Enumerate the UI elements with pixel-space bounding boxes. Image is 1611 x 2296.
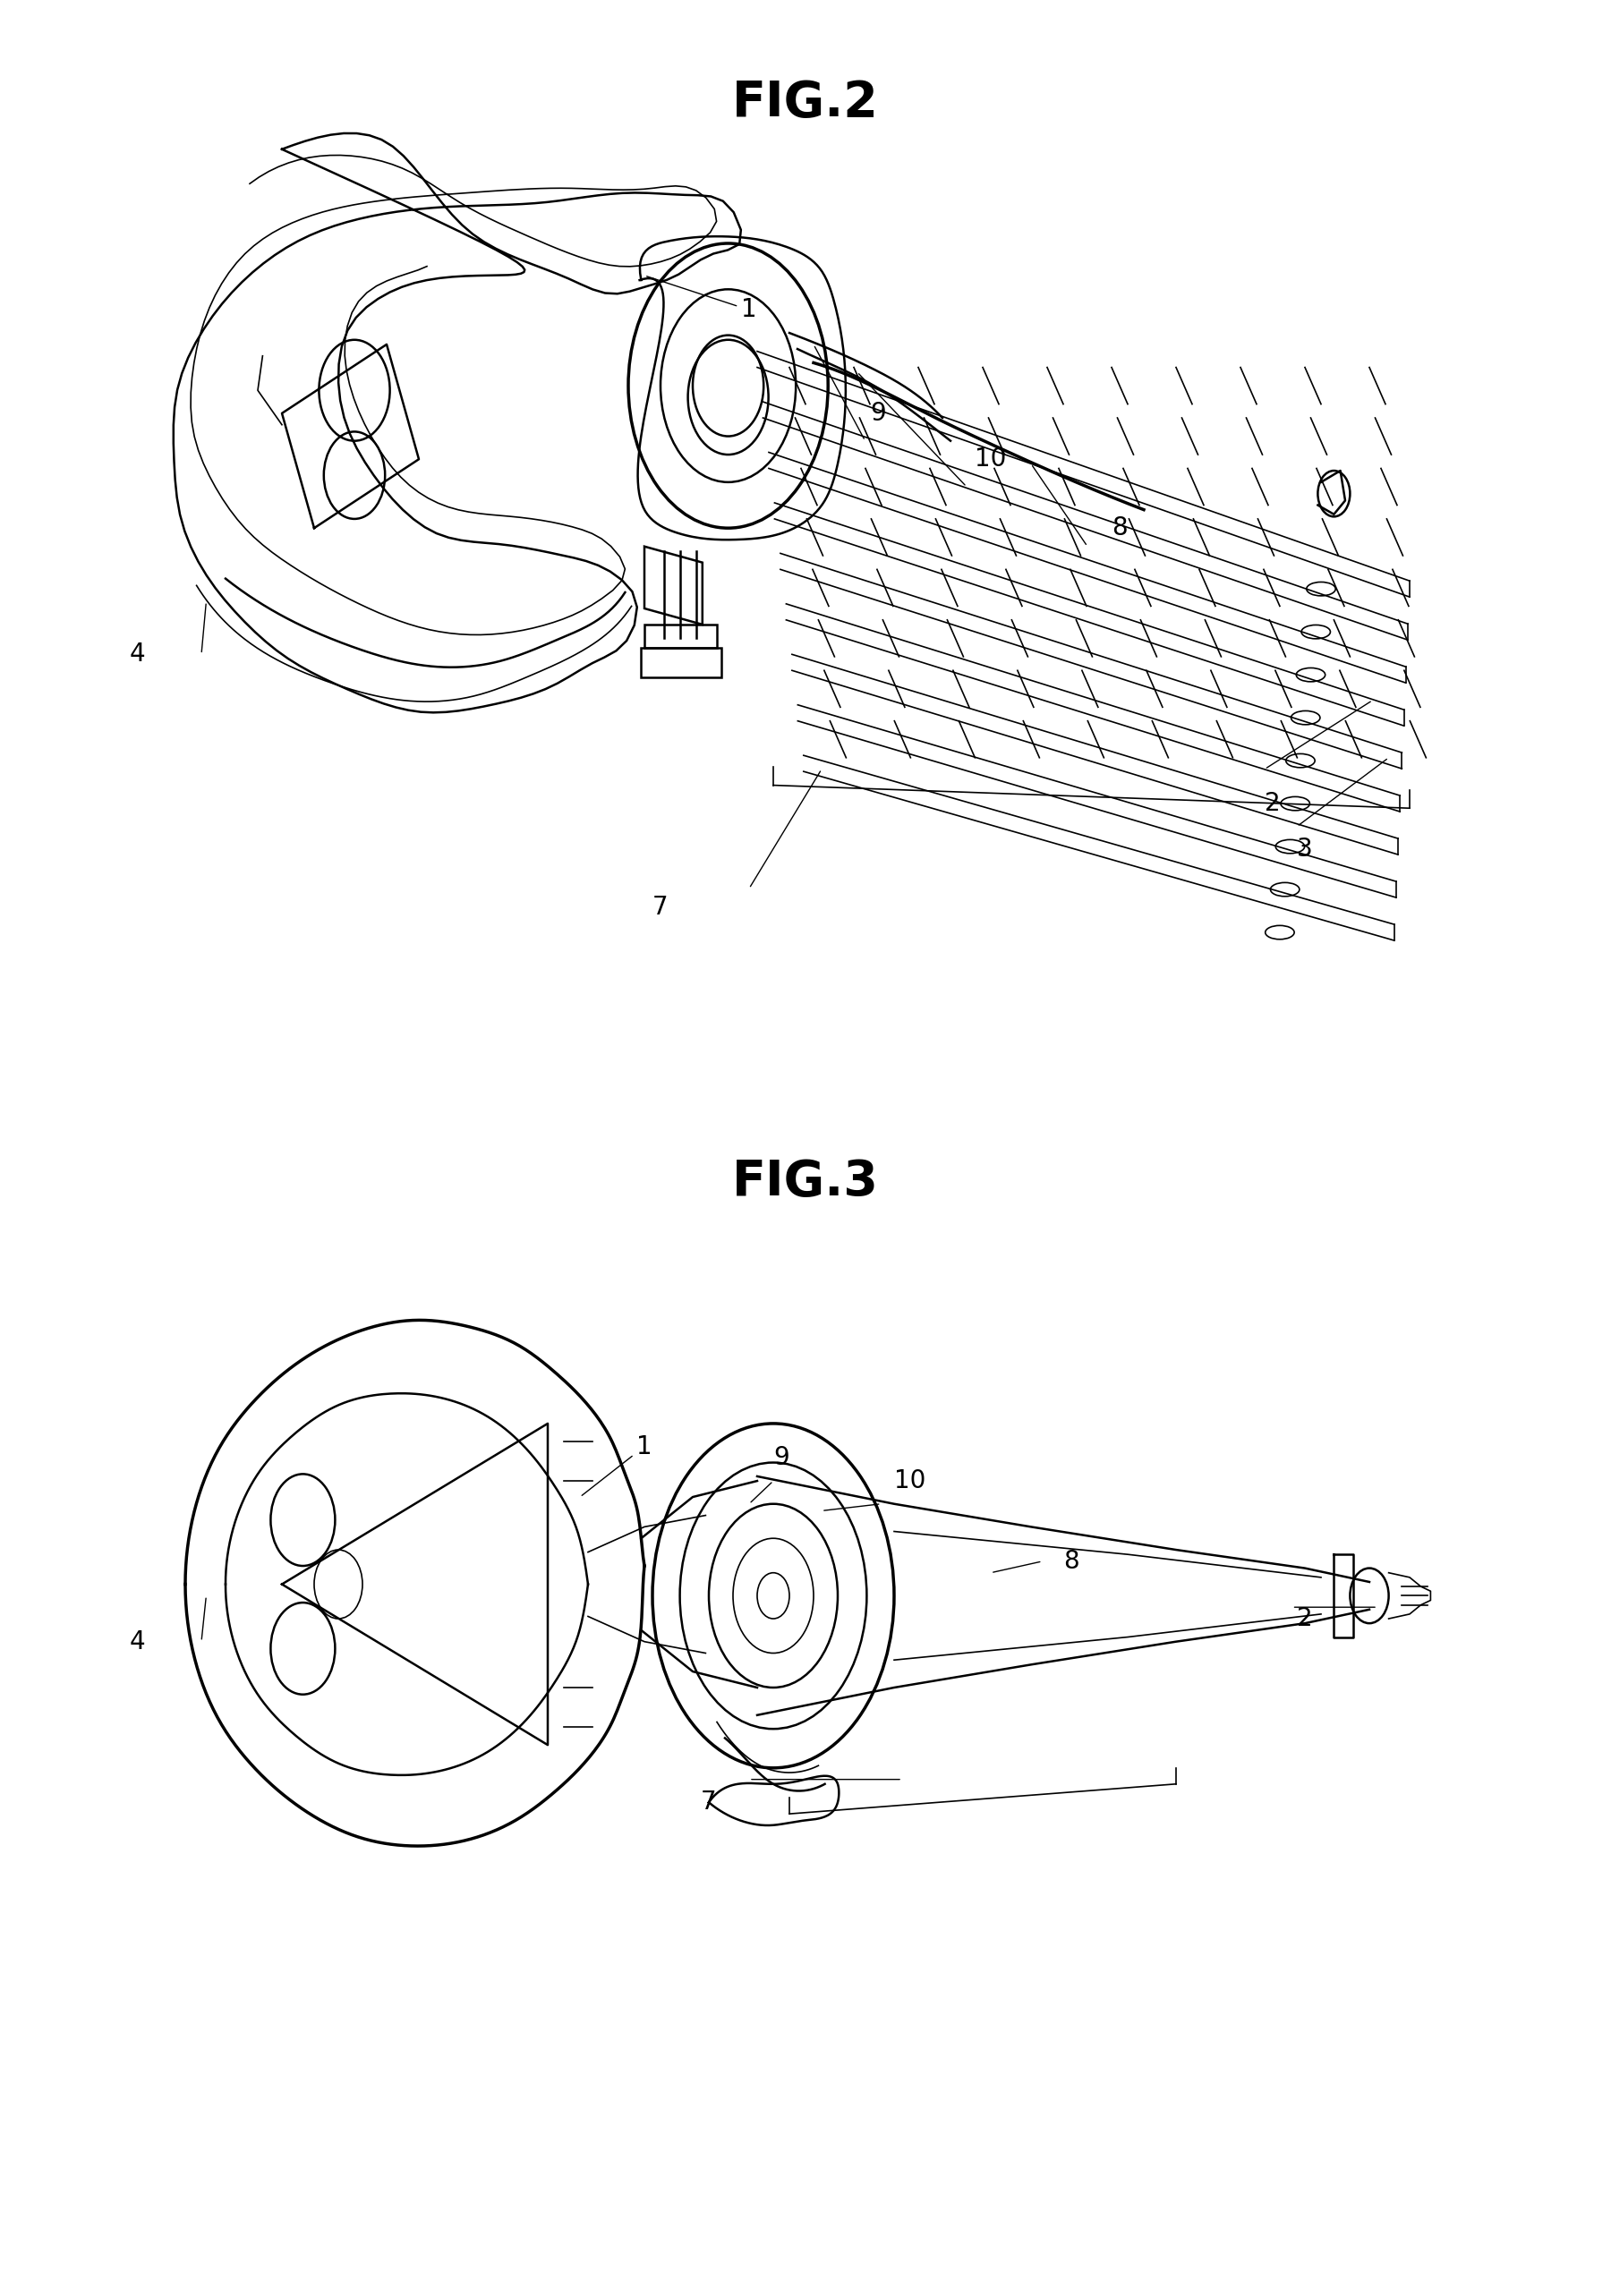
Text: 10: 10: [894, 1469, 926, 1492]
Text: 9: 9: [773, 1446, 789, 1469]
Text: 4: 4: [129, 1630, 145, 1653]
Text: 7: 7: [701, 1791, 717, 1814]
Text: 3: 3: [1297, 838, 1313, 861]
Text: 9: 9: [870, 402, 886, 425]
Circle shape: [693, 335, 764, 436]
Text: 4: 4: [129, 643, 145, 666]
Text: FIG.2: FIG.2: [731, 78, 880, 129]
Text: 1: 1: [582, 1435, 652, 1495]
Text: 1: 1: [646, 276, 757, 321]
Text: 8: 8: [1112, 517, 1128, 540]
Text: 2: 2: [1265, 792, 1281, 815]
Text: 10: 10: [975, 448, 1007, 471]
Text: 2: 2: [1297, 1607, 1313, 1630]
Text: FIG.3: FIG.3: [731, 1157, 880, 1208]
Text: 8: 8: [1063, 1550, 1079, 1573]
Text: 7: 7: [652, 895, 669, 918]
